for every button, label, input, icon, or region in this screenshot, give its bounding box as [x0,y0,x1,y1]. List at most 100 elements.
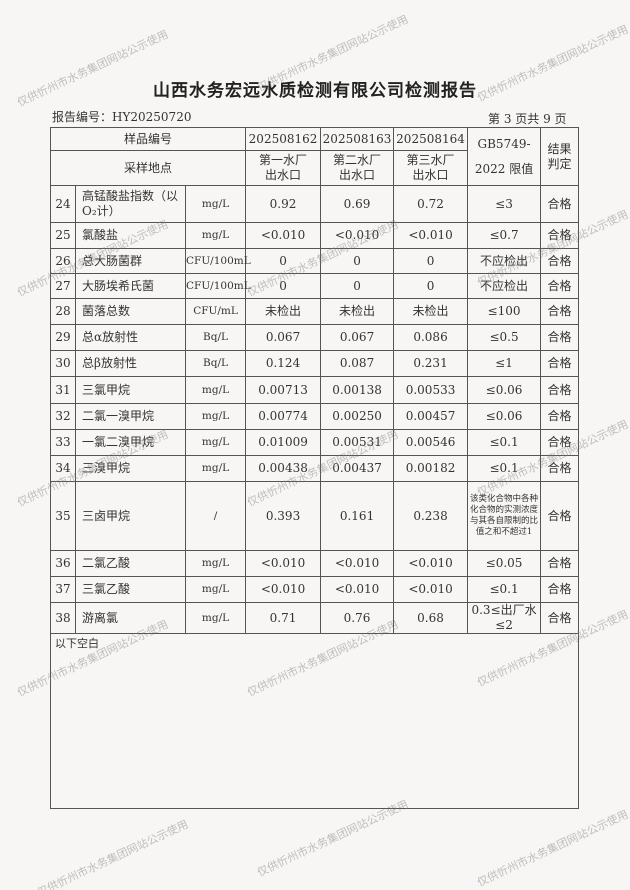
value: 0.231 [393,350,469,377]
table-row: 24 高锰酸盐指数（以O₂计） mg/L 0.92 0.69 0.72 ≤3 合格 [50,185,580,223]
unit: mg/L [184,602,247,634]
value: <0.010 [245,550,322,577]
value: 0.00531 [320,429,395,456]
value: 0.00182 [393,455,469,482]
row-number: 34 [50,455,76,482]
table-row: 29 总α放射性 Bq/L 0.067 0.067 0.086 ≤0.5 合格 [50,324,580,351]
location: 第一水厂出水口 [245,150,322,186]
limit: ≤100 [467,298,542,325]
value: 0.00250 [320,403,395,430]
value: 0.161 [320,481,395,551]
limit: ≤0.06 [467,376,542,404]
item-name: 二氯乙酸 [75,550,186,577]
watermark: 仅供忻州市水务集团网站公示使用 [475,807,630,890]
report-number: 报告编号：HY20250720 [52,110,192,124]
results-table: 样品编号 202508162 202508163 202508164 GB574… [49,127,580,809]
row-number: 24 [50,185,76,223]
row-number: 29 [50,324,76,351]
unit: / [184,481,247,551]
unit: CFU/100mL [184,248,251,274]
value: 0.00533 [393,376,469,404]
unit: mg/L [184,429,247,456]
item-name: 三氯乙酸 [75,576,186,603]
item-name: 游离氯 [75,602,186,634]
limit: ≤3 [467,185,542,223]
value: 0.067 [245,324,322,351]
value: 0.086 [393,324,469,351]
item-name: 大肠埃希氏菌 [75,273,186,299]
value: 0.69 [320,185,395,223]
location: 第三水厂出水口 [393,150,469,186]
value: 0 [320,273,395,299]
value: 未检出 [320,298,395,325]
header-limit: GB5749- 2022 限值 [467,127,542,186]
result: 合格 [540,350,580,377]
limit: ≤0.7 [467,222,542,249]
item-name: 总大肠菌群 [75,248,186,274]
table-row: 31 三氯甲烷 mg/L 0.00713 0.00138 0.00533 ≤0.06 合格 [50,376,580,404]
table-row: 36 二氯乙酸 mg/L <0.010 <0.010 <0.010 ≤0.05 合格 [50,550,580,577]
unit: mg/L [184,376,247,404]
row-number: 37 [50,576,76,603]
row-number: 32 [50,403,76,430]
value: 0.76 [320,602,395,634]
limit: ≤0.1 [467,429,542,456]
result: 合格 [540,481,580,551]
row-number: 33 [50,429,76,456]
value: <0.010 [320,550,395,577]
unit: CFU/100mL [184,273,251,299]
limit: ≤0.5 [467,324,542,351]
limit: 不应检出 [467,273,542,299]
table-row: 33 一氯二溴甲烷 mg/L 0.01009 0.00531 0.00546 ≤0.1 合格 [50,429,580,456]
value: 0.01009 [245,429,322,456]
sample-id: 202508162 [245,127,322,151]
value: 0.68 [393,602,469,634]
row-number: 30 [50,350,76,377]
value: 0.00546 [393,429,469,456]
result: 合格 [540,602,580,634]
report-title: 山西水务宏远水质检测有限公司检测报告 [153,81,477,101]
value: 0.00774 [245,403,322,430]
value: 0.00138 [320,376,395,404]
item-name: 三卤甲烷 [75,481,186,551]
limit-line-2: 2022 限值 [474,161,534,176]
value: 0.124 [245,350,322,377]
value: 0.00437 [320,455,395,482]
item-name: 三溴甲烷 [75,455,186,482]
limit: ≤1 [467,350,542,377]
unit: mg/L [184,550,247,577]
value: 0 [245,248,322,274]
table-row: 35 三卤甲烷/0.393 0.161 0.238 该类化合物中各种化合物的实测浓度与其… [50,481,580,551]
table-row: 34 三溴甲烷 mg/L 0.00438 0.00437 0.00182 ≤0.1 合格 [50,455,580,482]
result: 合格 [540,248,580,274]
value: 0 [245,273,322,299]
result: 合格 [540,324,580,351]
item-name: 二氯一溴甲烷 [75,403,186,430]
unit: mg/L [184,222,247,249]
value: <0.010 [245,576,322,603]
unit: CFU/mL [184,298,247,325]
item-name: 一氯二溴甲烷 [75,429,186,456]
blank-note: 以下空白 [49,633,580,809]
unit: Bq/L [184,324,247,351]
table-row: 37 三氯乙酸 mg/L <0.010 <0.010 <0.010 ≤0.1 合格 [50,576,580,603]
value: 0.71 [245,602,322,634]
item-name: 高锰酸盐指数（以O₂计） [75,185,186,223]
header-location: 采样地点 [49,150,247,186]
row-number: 25 [50,222,76,249]
value: 0.00713 [245,376,322,404]
result: 合格 [540,550,580,577]
item-name: 氯酸盐 [75,222,186,249]
row-number: 35 [50,481,76,551]
table-row: 32 二氯一溴甲烷 mg/L 0.00774 0.00250 0.00457 ≤0.06 合格 [50,403,580,430]
unit: mg/L [184,403,247,430]
table-row: 38 游离氯 mg/L 0.71 0.76 0.68 0.3≤出厂水≤2 合格 [50,602,580,634]
value: <0.010 [320,222,395,249]
value: <0.010 [320,576,395,603]
unit: Bq/L [184,350,247,377]
table-row: 30 总β放射性 Bq/L 0.124 0.087 0.231 ≤1 合格 [50,350,580,377]
value: 0.00457 [393,403,469,430]
header-sample-no: 样品编号 [49,127,247,151]
limit: 该类化合物中各种化合物的实测浓度与其各自限制的比值之和不超过1 [467,481,542,551]
value: <0.010 [393,550,469,577]
